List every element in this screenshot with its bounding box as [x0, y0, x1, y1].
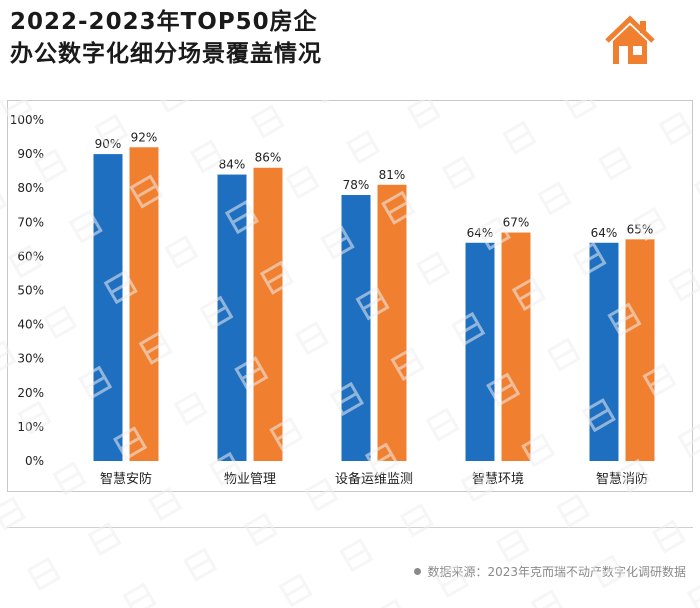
y-tick-label: 20% — [17, 386, 44, 400]
bar — [589, 242, 619, 461]
bar — [341, 195, 371, 461]
y-tick-label: 100% — [10, 113, 44, 127]
x-tick-label: 智慧环境 — [472, 471, 524, 487]
data-label: 78% — [343, 178, 370, 192]
house-icon — [605, 15, 655, 64]
x-tick-label: 智慧消防 — [596, 471, 648, 487]
bar — [625, 239, 655, 461]
bar-chart: 0% 10% 20% 30% 40% 50% 60% 70% 80% 90% 100% 90% 92% 智… — [10, 113, 655, 487]
source-text: 数据来源：2023年克而瑞不动产数字化调研数据 — [427, 565, 686, 579]
y-tick-label: 30% — [17, 352, 44, 366]
bar — [217, 174, 247, 461]
data-label: 92% — [131, 130, 158, 144]
y-tick-label: 40% — [17, 318, 44, 332]
page-title: 2022-2023年TOP50房企 办公数字化细分场景覆盖情况 — [10, 6, 322, 70]
bar — [129, 147, 159, 461]
chart-frame: 0% 10% 20% 30% 40% 50% 60% 70% 80% 90% 100% 90% 92% 智… — [7, 100, 693, 492]
data-label: 81% — [379, 168, 406, 182]
y-tick-label: 60% — [17, 249, 44, 263]
y-tick-label: 0% — [25, 454, 44, 468]
y-tick-label: 50% — [17, 284, 44, 298]
y-tick-label: 90% — [17, 147, 44, 161]
title-line-2: 办公数字化细分场景覆盖情况 — [10, 41, 322, 67]
bar — [501, 232, 531, 461]
bar — [377, 184, 407, 461]
bar — [465, 242, 495, 461]
data-label: 90% — [95, 137, 122, 151]
divider — [7, 527, 693, 528]
data-label: 64% — [467, 226, 494, 240]
data-label: 84% — [219, 158, 246, 172]
y-tick-label: 10% — [17, 420, 44, 434]
bar — [253, 167, 283, 461]
x-tick-label: 智慧安防 — [100, 471, 152, 487]
data-label: 64% — [591, 226, 618, 240]
data-label: 86% — [255, 151, 282, 165]
x-tick-label: 物业管理 — [224, 472, 276, 487]
title-line-1: 2022-2023年TOP50房企 — [10, 9, 318, 35]
x-tick-label: 设备运维监测 — [335, 471, 413, 487]
bullet-icon — [414, 568, 422, 575]
bar — [93, 154, 123, 461]
source-note: 数据来源：2023年克而瑞不动产数字化调研数据 — [414, 563, 686, 580]
y-tick-label: 70% — [17, 215, 44, 229]
y-tick-label: 80% — [17, 181, 44, 195]
data-label: 65% — [627, 222, 654, 236]
data-label: 67% — [503, 216, 530, 230]
